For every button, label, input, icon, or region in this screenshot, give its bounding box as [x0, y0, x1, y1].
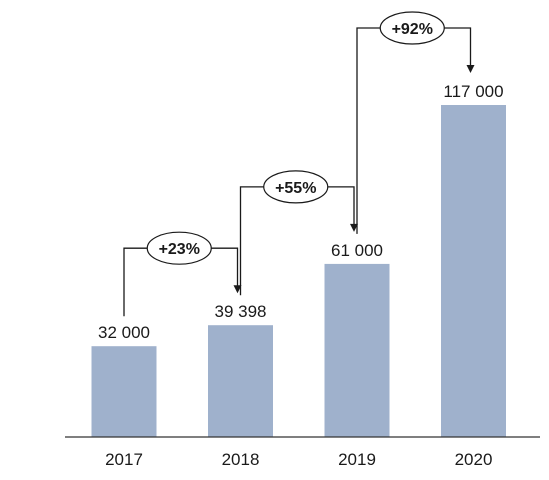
growth-ellipse — [263, 170, 329, 204]
x-tick-label-2020: 2020 — [455, 450, 493, 469]
growth-label: +92% — [392, 21, 433, 38]
tick-labels-layer: 2017 2018 2019 2020 — [105, 450, 492, 469]
arrow-head — [466, 65, 475, 73]
bars-layer — [91, 105, 506, 437]
growth-label: +23% — [159, 241, 200, 258]
growth-annotations-layer: +23% +55% +92% — [123, 11, 475, 317]
bar-2019 — [324, 263, 390, 437]
value-labels-layer: 32 000 39 398 61 000 117 000 — [98, 82, 504, 342]
bar-2018 — [208, 325, 273, 437]
growth-ellipse — [146, 231, 212, 265]
growth-label: +55% — [275, 180, 316, 197]
growth-annotation-2: +55% — [239, 170, 358, 296]
growth-annotation-3: +92% — [356, 11, 475, 234]
bar-2020 — [441, 105, 506, 437]
x-tick-label-2018: 2018 — [222, 450, 260, 469]
value-label-2020: 117 000 — [443, 82, 503, 101]
value-label-2019: 61 000 — [331, 241, 383, 260]
value-label-2018: 39 398 — [215, 302, 267, 321]
x-tick-label-2017: 2017 — [105, 450, 143, 469]
arrow-head — [233, 285, 242, 294]
value-label-2017: 32 000 — [98, 323, 150, 342]
bar-2017 — [91, 346, 157, 437]
growth-ellipse — [379, 11, 445, 45]
growth-annotation-1: +23% — [123, 231, 242, 317]
arrow-head — [350, 223, 358, 232]
x-tick-label-2019: 2019 — [338, 450, 376, 469]
